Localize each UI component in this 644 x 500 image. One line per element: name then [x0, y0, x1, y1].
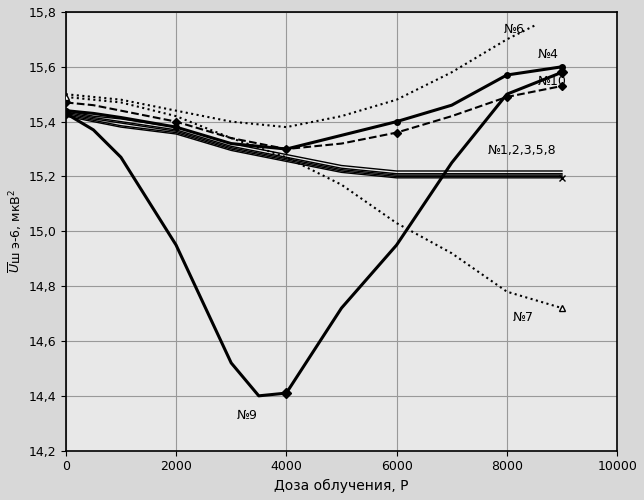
Text: №9: №9: [237, 408, 258, 422]
Y-axis label: $\overline{U}$ш э-6, мкВ$^2$: $\overline{U}$ш э-6, мкВ$^2$: [7, 190, 24, 274]
Text: №6: №6: [504, 24, 525, 36]
Text: №7: №7: [513, 311, 533, 324]
X-axis label: Доза облучения, Р: Доза облучения, Р: [274, 479, 409, 493]
Text: №10: №10: [537, 76, 566, 88]
Text: №1,2,3,5,8: №1,2,3,5,8: [488, 144, 556, 157]
Text: №4: №4: [537, 48, 558, 61]
